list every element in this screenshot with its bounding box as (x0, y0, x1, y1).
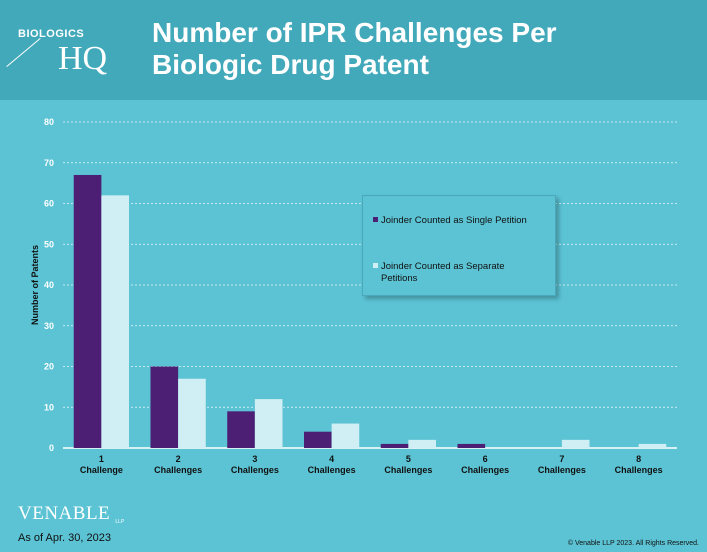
x-tick-label: Challenge (80, 465, 123, 475)
x-tick-label: 4 (329, 454, 334, 464)
y-tick-label: 50 (44, 239, 54, 249)
x-tick-label: 1 (99, 454, 104, 464)
y-tick-label: 40 (44, 280, 54, 290)
x-tick-label: Challenges (538, 465, 586, 475)
bar-single (73, 174, 102, 448)
x-tick-label: 2 (176, 454, 181, 464)
bar-single (150, 366, 179, 448)
x-tick-label: 6 (483, 454, 488, 464)
legend-label-separate: Joinder Counted as Separate Petitions (381, 261, 505, 284)
title-line-2: Biologic Drug Patent (152, 49, 429, 80)
legend-label-single: Joinder Counted as Single Petition (381, 215, 527, 226)
y-axis-label: Number of Patents (30, 245, 40, 325)
x-tick-label: Challenges (231, 465, 279, 475)
bar-separate (561, 439, 590, 448)
logo-main-text: HQ (58, 40, 108, 77)
legend-item-single: Joinder Counted as Single Petition (373, 215, 527, 227)
venable-suffix: LLP (115, 519, 125, 525)
logo-slash (6, 38, 41, 68)
x-tick-label: Challenges (384, 465, 432, 475)
as-of-date: As of Apr. 30, 2023 (18, 532, 111, 544)
logo-top-text: BIOLOGICS (18, 28, 85, 40)
legend-swatch-separate (373, 263, 378, 268)
x-tick-label: 8 (636, 454, 641, 464)
bar-single (457, 443, 486, 448)
y-tick-label: 70 (44, 158, 54, 168)
bar-separate (178, 378, 206, 448)
bar-separate (331, 423, 360, 448)
copyright-notice: © Venable LLP 2023. All Rights Reserved. (567, 540, 699, 547)
legend-swatch-single (373, 217, 378, 222)
chart-legend: Joinder Counted as Single Petition Joind… (362, 195, 556, 296)
y-tick-label: 30 (44, 321, 54, 331)
title-line-1: Number of IPR Challenges Per (152, 17, 557, 48)
legend-item-separate: Joinder Counted as Separate Petitions (373, 261, 543, 285)
x-tick-label: 5 (406, 454, 411, 464)
x-tick-label: Challenges (615, 465, 663, 475)
x-tick-label: Challenges (461, 465, 509, 475)
y-tick-label: 80 (44, 117, 54, 127)
bar-single (227, 411, 255, 448)
bar-single (380, 443, 409, 448)
venable-logo: VENABLE LLP (18, 503, 124, 525)
y-tick-label: 60 (44, 199, 54, 209)
bar-separate (101, 195, 130, 448)
x-tick-label: 7 (559, 454, 564, 464)
venable-brand: VENABLE (18, 503, 111, 524)
bar-separate (254, 399, 283, 448)
header-banner: BIOLOGICS HQ Number of IPR Challenges Pe… (0, 0, 707, 100)
bar-single (303, 431, 332, 448)
bar-separate (638, 443, 667, 448)
y-tick-label: 10 (44, 402, 54, 412)
page-title: Number of IPR Challenges Per Biologic Dr… (152, 17, 692, 81)
biologics-hq-logo: BIOLOGICS HQ (6, 28, 138, 80)
x-tick-label: Challenges (308, 465, 356, 475)
x-tick-label: 3 (252, 454, 257, 464)
y-tick-label: 20 (44, 362, 54, 372)
x-tick-label: Challenges (154, 465, 202, 475)
bar-separate (408, 439, 437, 448)
y-tick-label: 0 (49, 443, 54, 453)
